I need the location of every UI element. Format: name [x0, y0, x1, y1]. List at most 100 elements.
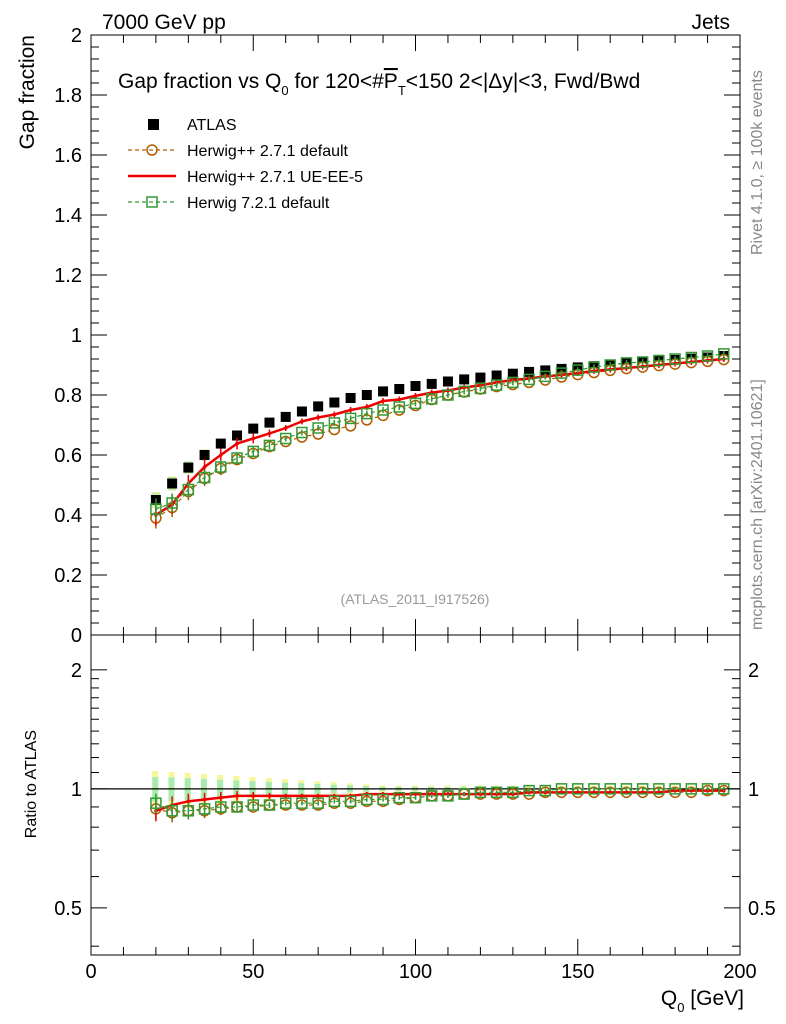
ratio-point	[202, 797, 207, 802]
rivet-version-label: Rivet 4.1.0, ≥ 100k events	[749, 70, 766, 255]
data-point	[348, 408, 353, 412]
data-point	[393, 401, 406, 413]
y-tick-label: 1.2	[54, 265, 82, 287]
ratio-point	[572, 783, 584, 795]
ratio-point	[701, 783, 714, 795]
ratio-point	[442, 790, 454, 802]
data-point	[235, 441, 239, 446]
ratio-point	[539, 784, 552, 797]
legend-label-herwig7-default: Herwig 7.2.1 default	[187, 195, 330, 212]
data-point	[267, 431, 272, 436]
data-point	[219, 453, 223, 457]
data-point	[539, 370, 552, 383]
data-point	[575, 371, 580, 375]
ratio-point	[219, 795, 223, 800]
data-point	[426, 378, 437, 389]
svg-text:Q0 [GeV]: Q0 [GeV]	[661, 987, 744, 1015]
series-line	[155, 353, 724, 510]
svg-text:Gap fraction vs Q0 for 120<#PT: Gap fraction vs Q0 for 120<#PT<150 2<|Δy…	[118, 70, 640, 98]
data-point	[556, 363, 567, 374]
legend-marker-herwigpp-default	[128, 144, 176, 156]
data-point	[215, 461, 227, 473]
data-point	[329, 397, 340, 408]
data-point	[507, 368, 518, 379]
plot-title: Gap fraction vs Q0 for 120<#PT<150 2<|Δy…	[118, 70, 640, 98]
ratio-point	[588, 783, 600, 795]
data-point	[316, 415, 320, 420]
legend-label-herwigpp-ue-ee-5: Herwig++ 2.7.1 UE-EE-5	[187, 169, 363, 186]
ratio-line	[155, 788, 724, 812]
y-tick-label: 0.2	[54, 565, 82, 587]
source-label: mcplots.cern.ch [arXiv:2401.10621]	[749, 379, 766, 630]
series-atlas	[150, 351, 729, 505]
ratio-tick-label-right: 0.5	[748, 898, 776, 920]
data-point	[263, 439, 276, 452]
data-point	[264, 417, 275, 428]
ratio-y-axis-title: Ratio to ATLAS	[23, 730, 40, 838]
y-tick-label: 0.8	[54, 385, 82, 407]
data-point	[540, 365, 551, 376]
ratio-point	[166, 805, 178, 817]
y-tick-label: 0	[71, 625, 82, 647]
ratio-point	[251, 794, 256, 798]
data-point	[425, 393, 438, 405]
data-point	[410, 381, 421, 391]
legend-marker-herwig7-default	[128, 196, 176, 208]
data-point	[523, 373, 535, 386]
data-point	[231, 452, 243, 464]
legend: ATLAS Herwig++ 2.7.1 default Herwig++ 2.…	[128, 117, 363, 212]
ratio-point	[604, 783, 616, 795]
data-point	[279, 432, 292, 445]
data-point	[300, 419, 304, 424]
ratio-tick-label-right: 2	[748, 660, 759, 682]
ratio-point	[263, 799, 276, 811]
data-point	[232, 430, 243, 441]
ratio-point	[215, 801, 227, 813]
x-tick-label: 200	[723, 961, 756, 983]
ratio-tick-label-left: 0.5	[54, 898, 82, 920]
data-point	[345, 393, 356, 403]
data-point	[475, 372, 486, 383]
data-point	[474, 382, 487, 395]
x-tick-label: 50	[242, 961, 264, 983]
ratio-point	[235, 794, 239, 798]
ratio-point	[300, 794, 304, 798]
ratio-point	[669, 783, 681, 795]
ratio-point	[150, 797, 162, 809]
data-point	[296, 406, 307, 417]
ratio-point	[377, 793, 389, 806]
data-point	[313, 401, 324, 412]
ratio-point	[507, 786, 519, 799]
data-point	[283, 426, 288, 430]
data-point	[459, 374, 470, 385]
data-point	[247, 445, 259, 458]
data-point	[377, 404, 389, 416]
ratio-herwig-7-2-1-default	[150, 783, 730, 821]
data-point	[685, 351, 698, 364]
data-point	[150, 503, 162, 515]
y-tick-label: 2	[71, 25, 82, 47]
data-point	[198, 471, 211, 484]
ratio-point	[555, 783, 568, 795]
data-point	[718, 348, 730, 360]
data-point	[669, 353, 681, 365]
ratio-point	[247, 799, 259, 811]
ratio-line	[155, 789, 724, 812]
data-point	[248, 423, 259, 434]
data-point	[397, 397, 402, 402]
legend-label-herwigpp-default: Herwig++ 2.7.1 default	[187, 143, 349, 160]
y-tick-label: 1.6	[54, 145, 82, 167]
data-point	[413, 394, 418, 398]
ratio-point	[636, 783, 649, 795]
category-label: Jets	[691, 11, 730, 34]
data-point	[604, 359, 616, 371]
data-point	[167, 478, 178, 489]
data-point	[381, 399, 385, 403]
data-point	[199, 450, 210, 460]
data-point	[620, 357, 633, 369]
data-point	[296, 426, 308, 439]
ratio-point	[316, 794, 320, 798]
data-point	[458, 385, 470, 398]
x-axis-title: Q0 [GeV]	[661, 987, 744, 1015]
data-point	[442, 389, 454, 401]
